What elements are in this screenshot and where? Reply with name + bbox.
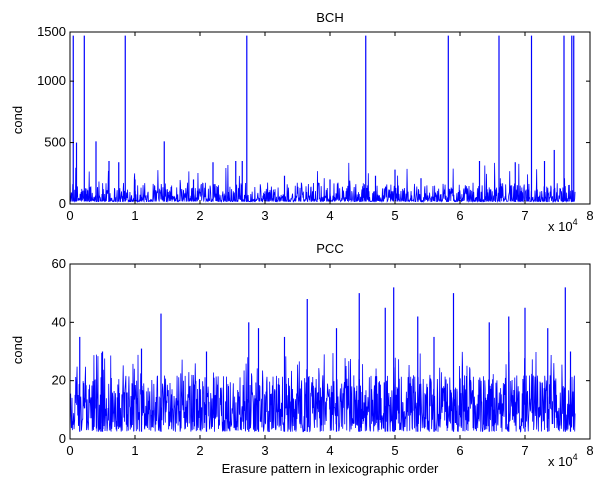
- chart-pcc: PCC cond 0 1 2 3 4 5 6 7 8 0 20 40 60 Erasure patter…: [10, 241, 594, 476]
- plot-background-bch: [70, 32, 590, 204]
- series-group-pcc: [69, 287, 576, 433]
- x-tick-label: 2: [196, 443, 203, 458]
- x-tick-label: 1: [131, 443, 138, 458]
- y-axis-label-pcc: cond: [10, 336, 25, 364]
- y-tick-label: 1500: [37, 24, 66, 39]
- x-tick-label: 3: [261, 443, 268, 458]
- chart-title-pcc: PCC: [316, 241, 343, 256]
- x-tick-label: 8: [586, 208, 593, 223]
- x-multiplier-text-bch: x 10: [548, 219, 573, 234]
- ticks-bch: 0 1 2 3 4 5 6 7 8 0 500 1000 1500: [37, 24, 594, 223]
- y-tick-label: 500: [44, 135, 66, 150]
- chart-title-bch: BCH: [316, 10, 343, 25]
- x-tick-label: 1: [131, 208, 138, 223]
- y-tick-label: 0: [59, 196, 66, 211]
- ticks-pcc: 0 1 2 3 4 5 6 7 8 0 20 40 60: [52, 256, 594, 458]
- x-tick-label: 0: [66, 208, 73, 223]
- y-axis-label-bch: cond: [10, 106, 25, 134]
- x-tick-label: 5: [391, 443, 398, 458]
- x-tick-label: 7: [521, 208, 528, 223]
- x-tick-label: 2: [196, 208, 203, 223]
- x-tick-label: 6: [456, 443, 463, 458]
- y-tick-label: 40: [52, 314, 66, 329]
- x-tick-label: 7: [521, 443, 528, 458]
- x-tick-label: 3: [261, 208, 268, 223]
- y-tick-label: 60: [52, 256, 66, 271]
- x-multiplier-pcc: x 104: [548, 452, 578, 469]
- x-multiplier-text-pcc: x 10: [548, 454, 573, 469]
- series-trace-pcc: [69, 351, 576, 433]
- x-axis-label-pcc: Erasure pattern in lexicographic order: [222, 461, 439, 476]
- x-tick-label: 8: [586, 443, 593, 458]
- y-tick-label: 0: [59, 431, 66, 446]
- y-tick-label: 20: [52, 373, 66, 388]
- x-tick-label: 5: [391, 208, 398, 223]
- y-tick-label: 1000: [37, 73, 66, 88]
- series-group-bch: [69, 35, 576, 204]
- plot-area-pcc: 0 1 2 3 4 5 6 7 8 0 20 40 60: [52, 256, 594, 458]
- plot-area-bch: 0 1 2 3 4 5 6 7 8 0 500 1000 1500: [37, 24, 594, 223]
- x-tick-label: 4: [326, 443, 333, 458]
- x-tick-label: 4: [326, 208, 333, 223]
- x-multiplier-bch: x 104: [548, 217, 578, 234]
- series-trace-bch: [69, 162, 576, 204]
- x-tick-label: 6: [456, 208, 463, 223]
- x-tick-label: 0: [66, 443, 73, 458]
- x-multiplier-exponent-pcc: 4: [573, 452, 578, 462]
- x-multiplier-exponent-bch: 4: [573, 217, 578, 227]
